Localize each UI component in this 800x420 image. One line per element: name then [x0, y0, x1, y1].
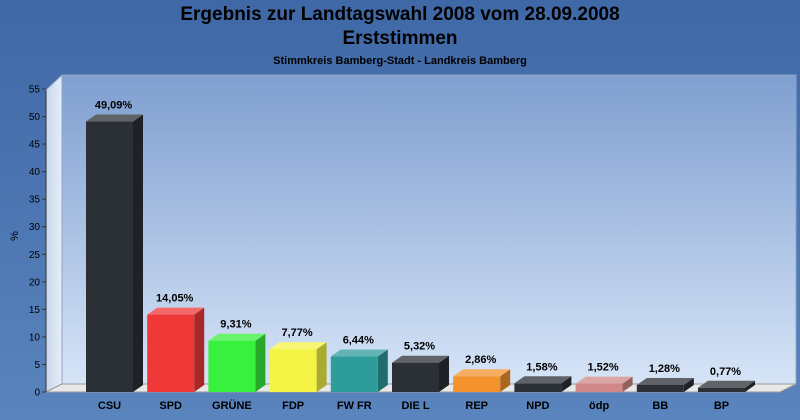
x-tick-label: DIE L [401, 400, 429, 412]
y-tick-label: 0 [34, 388, 40, 399]
data-label: 14,05% [156, 293, 194, 305]
bar-side [194, 307, 205, 392]
data-label: 5,32% [404, 341, 435, 353]
bar-bp: 0,77% [698, 366, 755, 392]
bar-front [392, 362, 439, 392]
bar-top [575, 376, 633, 384]
bar-csu: 49,09% [86, 100, 143, 393]
y-tick-label: 50 [29, 112, 41, 123]
data-label: 1,52% [587, 362, 618, 374]
x-tick-label: ödp [589, 400, 609, 412]
y-tick-label: 15 [29, 305, 41, 316]
y-tick-label: 20 [29, 277, 41, 288]
y-tick-label: 10 [29, 332, 41, 343]
bar-side [561, 376, 572, 392]
x-tick-label: FW FR [337, 400, 372, 412]
bar-front [698, 387, 745, 392]
x-tick-label: NPD [526, 400, 549, 412]
bar-front [575, 383, 623, 392]
data-label: 49,09% [95, 100, 133, 112]
bar-top [86, 114, 143, 122]
bar-spd: 14,05% [147, 293, 205, 392]
bar-top [698, 380, 755, 388]
bar-top [453, 369, 511, 377]
bar-front [453, 376, 501, 392]
bar-side [622, 376, 633, 392]
bar-top [330, 349, 388, 357]
bar-side [377, 349, 388, 392]
bar-front [514, 383, 562, 392]
bar-side [316, 342, 327, 392]
data-label: 1,28% [649, 363, 680, 375]
x-tick-label: GRÜNE [212, 399, 252, 412]
bar-front [269, 349, 317, 392]
y-tick-label: 45 [29, 140, 41, 151]
data-label: 2,86% [465, 354, 496, 366]
x-tick-label: BP [714, 400, 729, 412]
bar-front [208, 340, 256, 392]
bar-side [133, 114, 143, 393]
bar-npd: 1,58% [514, 361, 572, 392]
bar-top [269, 342, 327, 350]
y-tick-label: 5 [34, 360, 40, 371]
y-tick-label: 25 [29, 250, 41, 261]
chart-title-line2: Erststimmen [342, 28, 458, 49]
bar-front [86, 121, 133, 393]
data-label: 0,77% [710, 366, 741, 378]
bar-side [439, 355, 449, 392]
x-tick-label: SPD [159, 400, 182, 412]
bar-side [745, 380, 755, 392]
bar-die-l: 5,32% [392, 341, 449, 392]
left-wall [45, 73, 63, 393]
data-label: 9,31% [220, 319, 251, 331]
bar-fw-fr: 6,44% [330, 335, 388, 392]
y-tick-label: 40 [29, 167, 41, 178]
bar-bb: 1,28% [636, 363, 694, 392]
bar-grüne: 9,31% [208, 319, 266, 392]
x-tick-label: FDP [282, 400, 304, 412]
bar-top [392, 355, 449, 363]
bar-front [330, 356, 378, 392]
data-label: 6,44% [343, 335, 374, 347]
bar-ödp: 1,52% [575, 362, 633, 392]
data-label: 1,58% [526, 361, 557, 373]
bar-top [514, 376, 572, 384]
bar-side [683, 377, 694, 392]
bar-side [500, 369, 511, 392]
category-labels: CSU SPD GRÜNE FDP FW FR DIE L REP NPD ödp BB BP [98, 399, 729, 412]
x-tick-label: BB [652, 400, 668, 412]
chart-title: Ergebnis zur Landtagswahl 2008 vom 28.09… [180, 4, 620, 25]
bar-rep: 2,86% [453, 354, 511, 392]
bar-top [208, 333, 266, 341]
chart-subtitle: Stimmkreis Bamberg-Stadt - Landkreis Bam… [273, 55, 527, 67]
bar-top [636, 377, 694, 385]
bar-side [255, 333, 266, 392]
y-tick-label: 55 [29, 85, 41, 96]
y-axis-label: % [9, 231, 21, 241]
bar-fdp: 7,77% [269, 327, 327, 392]
x-tick-label: CSU [98, 400, 121, 412]
data-label: 7,77% [281, 327, 312, 339]
y-tick-label: 35 [29, 195, 41, 206]
y-tick-label: 30 [29, 222, 41, 233]
bars-group: 49,09% 14,05% 9,31% 7,77% 6,44% 5,32% 2,86% 1,5… [86, 100, 755, 393]
x-tick-label: REP [465, 400, 488, 412]
bar-top [147, 307, 205, 315]
bar-front [636, 384, 684, 392]
bar-front [147, 314, 195, 392]
y-axis-ticks: 0 5 10 15 20 25 30 35 40 45 50 55 [29, 85, 46, 399]
